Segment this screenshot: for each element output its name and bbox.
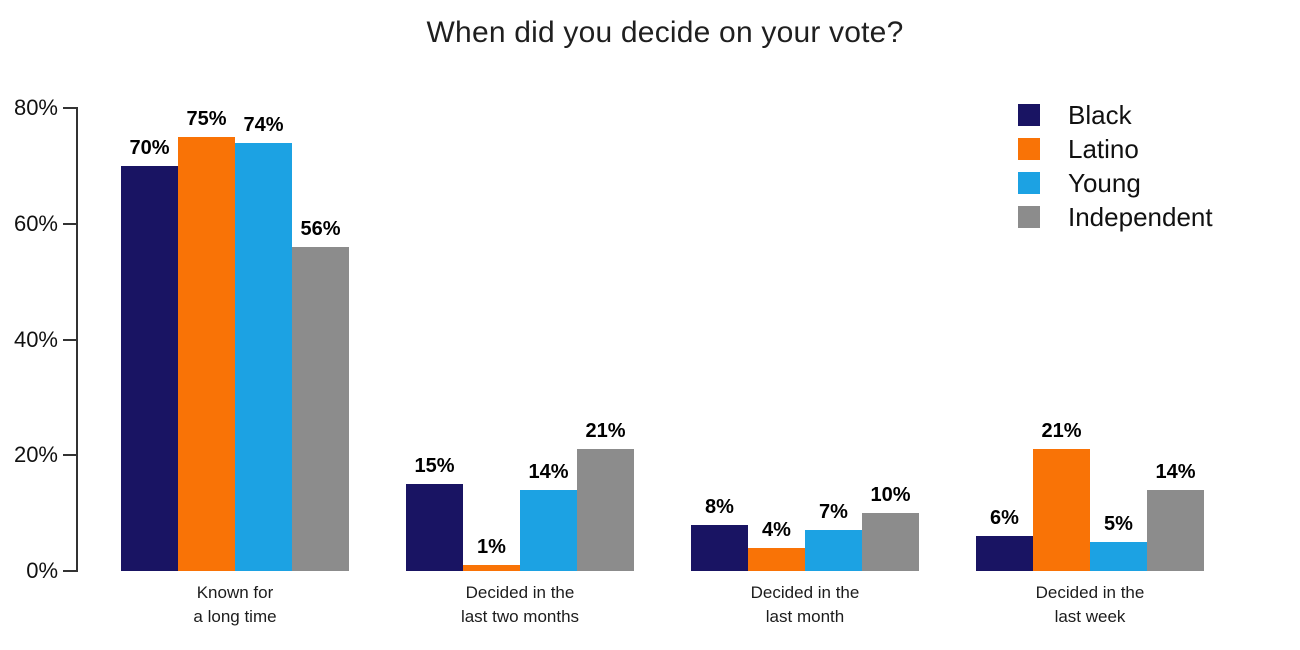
bar-independent-2 [862, 513, 919, 571]
bar-young-2 [805, 530, 862, 571]
legend-swatch [1018, 172, 1040, 194]
bar-value-label: 74% [243, 113, 284, 136]
bar-value-label: 7% [819, 501, 848, 524]
bar-black-2 [691, 524, 748, 571]
y-axis-tick-label: 80% [13, 95, 58, 120]
bar-independent-3 [1147, 489, 1204, 571]
category-label: Known for a long time [121, 581, 349, 629]
bar-black-3 [976, 536, 1033, 571]
category-label: Decided in the last month [691, 581, 919, 629]
bar-black-1 [406, 484, 463, 571]
bar-value-label: 8% [705, 495, 734, 518]
y-axis-tick-label: 60% [13, 210, 58, 236]
bar-value-label: 15% [414, 455, 455, 478]
bar-value-label: 14% [528, 460, 569, 483]
category-label-line: last week [1054, 607, 1126, 626]
y-axis-tick [63, 570, 76, 572]
y-axis-tick-label: 40% [13, 326, 58, 352]
legend-label: Young [1068, 168, 1141, 198]
bar-value-label: 10% [870, 484, 911, 507]
category-label-line: last month [765, 607, 845, 626]
category-label-line: Decided in the [750, 583, 860, 602]
bar-value-label: 75% [186, 107, 227, 130]
y-axis-tick-label: 20% [13, 442, 58, 468]
y-axis-tick [63, 454, 76, 457]
y-axis-tick-label: 0% [26, 558, 58, 583]
category-label-line: last two months [460, 607, 580, 626]
bar-value-label: 4% [762, 518, 791, 541]
legend-label: Independent [1068, 202, 1213, 232]
bar-latino-0 [178, 136, 235, 571]
bar-value-label: 56% [300, 217, 341, 240]
legend-swatch [1018, 138, 1040, 160]
category-label: Decided in the last two months [406, 581, 634, 629]
category-label-line: Known for [196, 583, 274, 602]
y-axis-line [76, 107, 78, 572]
legend-swatch [1018, 104, 1040, 126]
bar-value-label: 21% [1041, 420, 1082, 443]
bar-value-label: 6% [990, 507, 1019, 530]
bar-young-3 [1090, 542, 1147, 571]
legend-label: Latino [1068, 134, 1139, 164]
bar-value-label: 1% [477, 536, 506, 559]
category-label: Decided in the last week [976, 581, 1204, 629]
chart-title: When did you decide on your vote? [426, 16, 904, 49]
legend-swatch [1018, 206, 1040, 228]
bar-young-1 [520, 489, 577, 571]
bar-value-label: 5% [1104, 513, 1133, 536]
bar-independent-1 [577, 449, 634, 571]
bar-value-label: 21% [585, 420, 626, 443]
y-axis-tick [63, 107, 76, 109]
bar-latino-1 [463, 565, 520, 571]
bar-latino-3 [1033, 449, 1090, 571]
category-label-line: Decided in the [465, 583, 575, 602]
category-label-line: a long time [193, 607, 277, 626]
bar-independent-0 [292, 246, 349, 571]
legend-label: Black [1068, 100, 1132, 130]
bar-value-label: 14% [1155, 460, 1196, 483]
bar-latino-2 [748, 547, 805, 571]
bar-young-0 [235, 142, 292, 571]
bar-black-0 [121, 165, 178, 571]
bar-value-label: 70% [129, 136, 170, 159]
y-axis-tick [63, 338, 76, 341]
category-label-line: Decided in the [1035, 583, 1145, 602]
y-axis-tick [63, 222, 76, 225]
